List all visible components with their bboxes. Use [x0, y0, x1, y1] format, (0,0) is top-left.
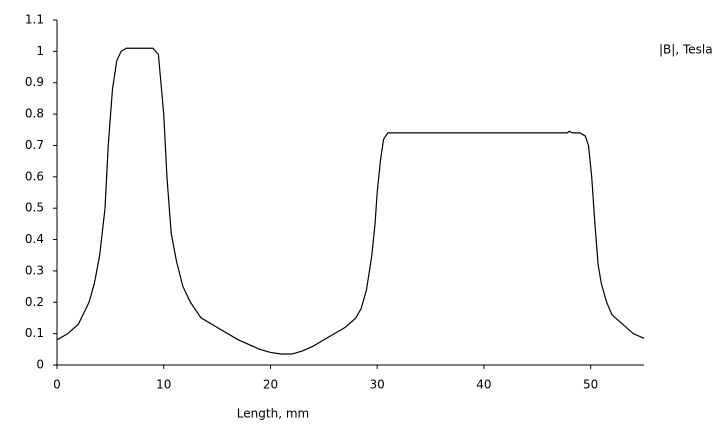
y-tick-label: 0.7: [25, 138, 44, 152]
y-tick-label: 0: [36, 358, 44, 372]
y-tick-label: 1.1: [25, 13, 44, 27]
x-tick-label: 10: [156, 378, 171, 392]
y-tick-label: 0.4: [25, 232, 44, 246]
x-tick-label: 20: [263, 378, 278, 392]
x-tick-label: 0: [53, 378, 61, 392]
y-tick-label: 0.5: [25, 201, 44, 215]
y-tick-label: 0.9: [25, 75, 44, 89]
y-tick-label: 0.8: [25, 107, 44, 121]
x-tick-label: 30: [370, 378, 385, 392]
y-tick-label: 0.2: [25, 295, 44, 309]
x-tick-label: 50: [583, 378, 598, 392]
y-tick-label: 0.3: [25, 263, 44, 277]
x-axis-title: Length, mm: [237, 407, 309, 421]
x-tick-label: 40: [476, 378, 491, 392]
line: [56, 47, 645, 355]
y-tick-label: 0.6: [25, 169, 44, 183]
y-tick-label: 0.1: [25, 326, 44, 340]
y-tick-label: 1: [36, 44, 44, 58]
y-axis-title: |B|, Tesla: [659, 43, 713, 57]
